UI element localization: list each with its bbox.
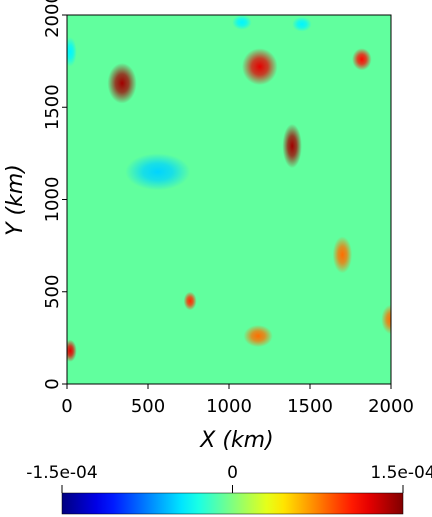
vortex — [352, 48, 372, 71]
colorbar-tick-label: 1.5e-04 — [370, 463, 432, 483]
y-tick-label: 500 — [42, 275, 63, 309]
vortex — [232, 15, 252, 30]
x-axis-label: X (km) — [199, 428, 273, 453]
vortex — [332, 236, 353, 274]
vortex — [125, 153, 191, 191]
colorbar-tick-label: 0 — [227, 463, 238, 483]
vortex — [67, 37, 77, 67]
colorbar — [61, 492, 404, 515]
x-tick-label: 1500 — [287, 396, 333, 417]
x-tick-label: 500 — [131, 396, 165, 417]
y-axis-label: Y (km) — [3, 164, 28, 236]
vortex — [292, 16, 312, 32]
colorbar-tick-label: -1.5e-04 — [26, 463, 97, 483]
vortex — [282, 123, 302, 169]
vortex — [107, 62, 137, 104]
x-tick-label: 1000 — [206, 396, 252, 417]
x-tick-label: 0 — [61, 396, 72, 417]
y-tick-label: 0 — [42, 378, 63, 389]
vortex — [241, 48, 278, 86]
y-tick-label: 2000 — [42, 0, 63, 38]
y-tick-label: 1000 — [42, 177, 63, 223]
vortex — [67, 339, 77, 362]
y-tick-label: 1500 — [42, 84, 63, 130]
field — [67, 15, 391, 362]
vortex — [183, 291, 197, 311]
x-tick-label: 2000 — [368, 396, 414, 417]
vortex — [243, 324, 273, 348]
vortex — [381, 304, 391, 335]
